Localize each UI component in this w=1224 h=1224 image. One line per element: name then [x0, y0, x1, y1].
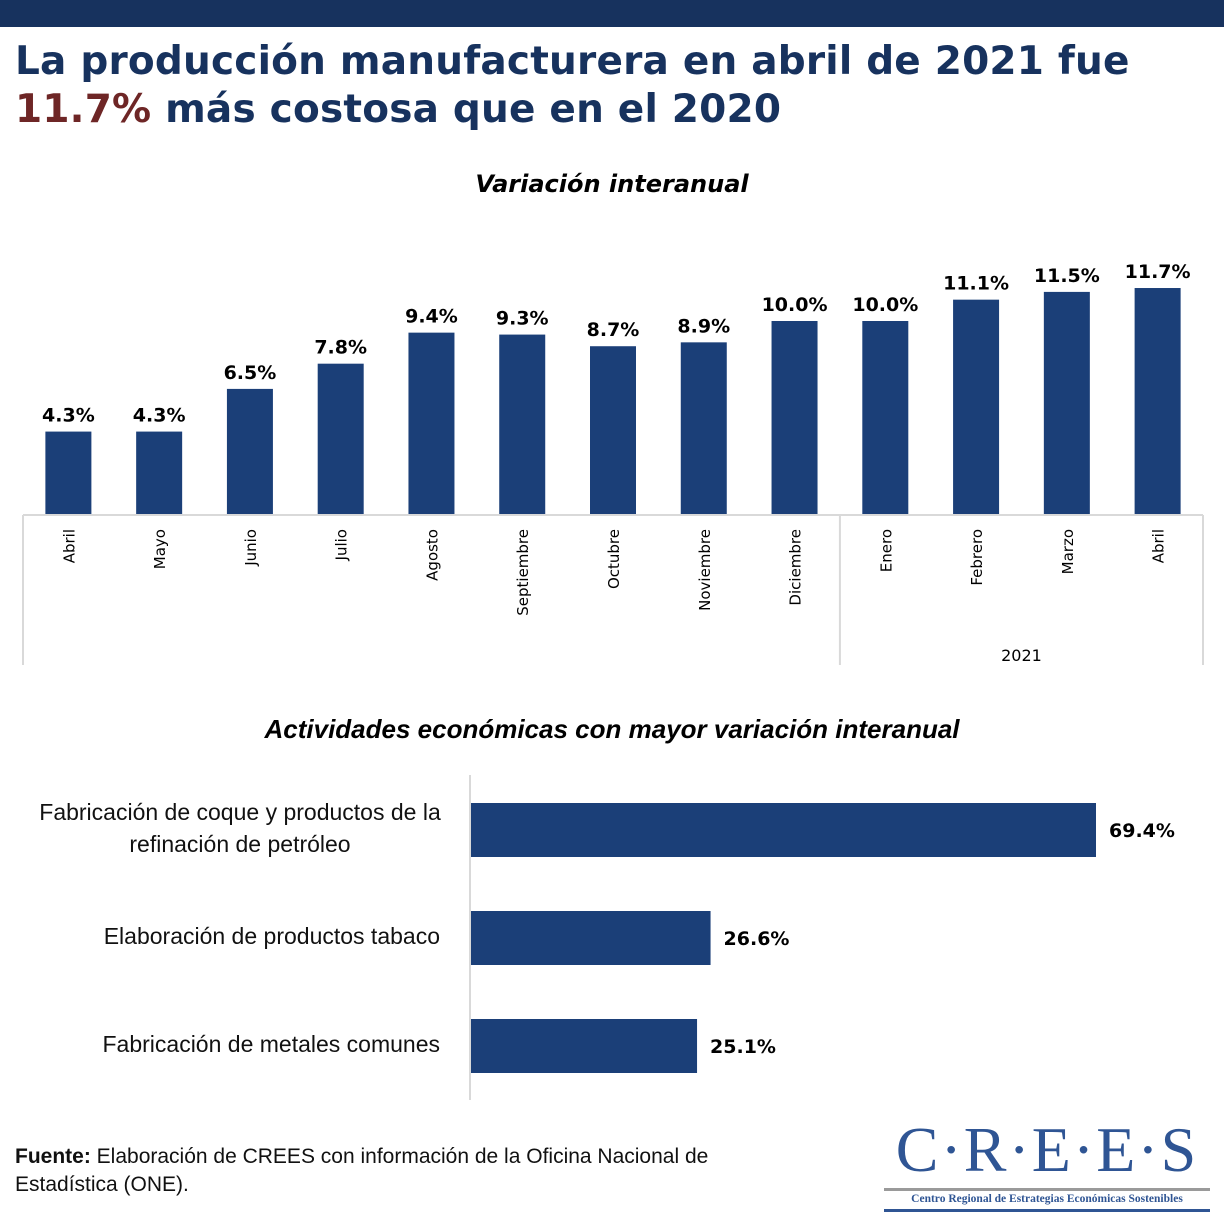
activities-category-label-line: Fabricación de metales comunes [102, 1031, 441, 1057]
activities-bar [471, 1019, 698, 1073]
monthly-bar [953, 299, 1000, 515]
activities-chart-title: Actividades económicas con mayor variaci… [264, 714, 960, 744]
monthly-data-label: 11.5% [1034, 265, 1100, 287]
logo-divider-top [884, 1188, 1210, 1191]
source-text: Elaboración de CREES con información de … [15, 1145, 709, 1196]
monthly-bar [136, 431, 183, 515]
activities-bar [471, 803, 1096, 857]
source-note: Fuente: Elaboración de CREES con informa… [15, 1143, 815, 1199]
activities-category-label: Fabricación de coque y productos de la re… [25, 796, 455, 860]
logo-mark: C·R·E·E·S [895, 1114, 1199, 1185]
monthly-data-label: 10.0% [852, 294, 918, 316]
activities-category-label-line: Fabricación de coque y productos de la [39, 799, 441, 825]
header-band [0, 0, 1224, 27]
monthly-category-label: Noviembre [696, 529, 714, 611]
monthly-data-label: 9.3% [496, 308, 549, 330]
monthly-data-label: 8.7% [587, 319, 640, 341]
activities-variation-chart: 69.4% 26.6% 25.1% [469, 775, 1175, 1100]
monthly-data-label: 11.1% [943, 273, 1009, 295]
logo-divider-bottom [884, 1209, 1210, 1212]
activities-data-label: 25.1% [710, 1036, 776, 1058]
monthly-category-label: Abril [60, 529, 78, 563]
monthly-bar [45, 431, 92, 515]
monthly-category-label: Marzo [1059, 529, 1077, 574]
monthly-bar [226, 388, 273, 515]
monthly-data-label: 7.8% [314, 337, 367, 359]
monthly-bar [1134, 288, 1181, 515]
monthly-category-label: Mayo [151, 529, 169, 569]
monthly-group-label: 2021 [1001, 646, 1042, 665]
monthly-category-label: Enero [877, 529, 895, 572]
monthly-category-label: Agosto [423, 529, 441, 581]
activities-data-label: 69.4% [1109, 820, 1175, 842]
activities-category-label-line: Elaboración de productos tabaco [103, 923, 440, 949]
monthly-bar [317, 363, 364, 515]
headline: La producción manufacturera en abril de … [15, 38, 1130, 134]
headline-line2: más costosa que en el 2020 [151, 87, 782, 132]
monthly-data-label: 8.9% [677, 315, 730, 337]
headline-accent-value: 11.7% [15, 87, 152, 132]
monthly-bar [771, 321, 818, 515]
monthly-chart-title: Variación interanual [475, 170, 749, 198]
monthly-data-label: 6.5% [224, 362, 277, 384]
monthly-bar [590, 346, 636, 515]
activities-data-label: 26.6% [724, 928, 790, 950]
crees-logo: C·R·E·E·S Centro Regional de Estrategias… [884, 1118, 1210, 1214]
monthly-category-label: Octubre [605, 529, 623, 589]
monthly-category-label: Junio [242, 529, 260, 567]
activities-category-label-line: refinación de petróleo [129, 831, 351, 857]
monthly-category-label: Julio [333, 529, 351, 561]
monthly-data-label: 4.3% [133, 405, 186, 427]
source-label: Fuente: [15, 1145, 91, 1168]
activities-category-label: Fabricación de metales comunes [30, 1028, 441, 1060]
monthly-category-label: Diciembre [787, 529, 805, 606]
monthly-bar [862, 321, 909, 515]
headline-line1: La producción manufacturera en abril de … [15, 39, 1130, 84]
monthly-category-label: Febrero [968, 529, 986, 586]
logo-subtitle: Centro Regional de Estrategias Económica… [911, 1193, 1183, 1205]
monthly-variation-chart: 4.3% Abril 4.3% Mayo 6.5% Junio 7.8% Julio 9.4% A… [22, 261, 1204, 665]
monthly-data-label: 10.0% [762, 294, 828, 316]
monthly-data-label: 9.4% [405, 306, 458, 328]
monthly-category-label: Abril [1150, 529, 1168, 563]
monthly-data-label: 11.7% [1125, 261, 1191, 283]
monthly-category-label: Septiembre [514, 529, 532, 616]
activities-bar [471, 911, 711, 965]
monthly-data-label: 4.3% [42, 405, 95, 427]
monthly-bar [408, 332, 455, 515]
activities-category-label: Elaboración de productos tabaco [30, 920, 440, 952]
monthly-bar [680, 342, 727, 515]
monthly-bar [499, 334, 546, 515]
monthly-bar [1043, 291, 1090, 515]
